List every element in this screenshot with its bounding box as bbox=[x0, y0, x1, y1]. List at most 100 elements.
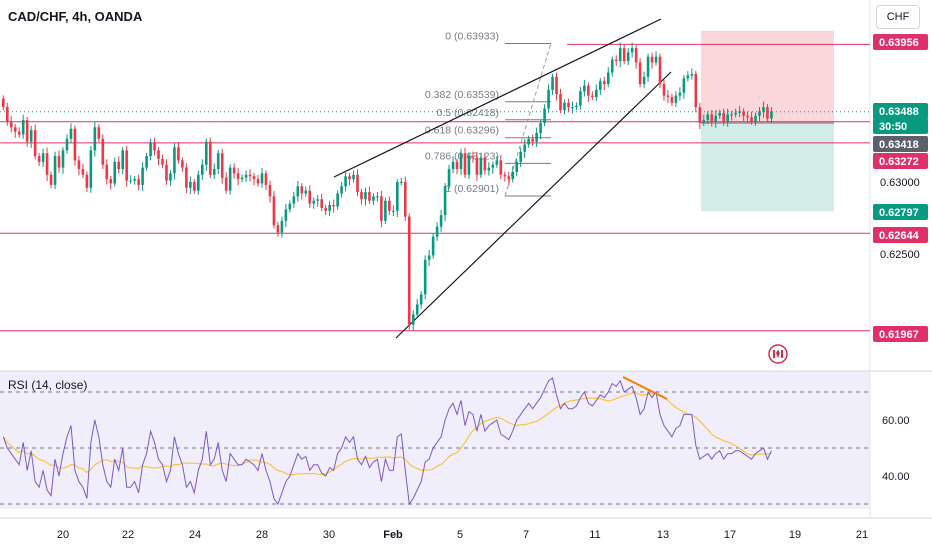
candle-body bbox=[583, 85, 586, 92]
candle-body bbox=[284, 209, 288, 221]
candle-body bbox=[276, 225, 280, 233]
candle bbox=[93, 121, 97, 157]
candle-body bbox=[407, 216, 411, 325]
candle-body bbox=[694, 74, 698, 108]
candle-body bbox=[750, 117, 753, 122]
candle bbox=[738, 105, 741, 118]
candle-body bbox=[149, 143, 152, 157]
candle-body bbox=[463, 153, 467, 175]
candle-body bbox=[396, 182, 399, 211]
candle bbox=[228, 164, 232, 195]
candle bbox=[280, 216, 284, 238]
currency-button[interactable]: CHF bbox=[876, 5, 920, 29]
candle-body bbox=[380, 196, 383, 221]
risk-reward-box[interactable] bbox=[701, 30, 834, 212]
candle-body bbox=[236, 173, 240, 180]
candle bbox=[559, 88, 562, 114]
time-axis-label: 21 bbox=[856, 529, 868, 541]
candle-body bbox=[706, 114, 710, 121]
horizontal-levels[interactable] bbox=[0, 43, 870, 332]
candle-body bbox=[113, 161, 117, 184]
candle bbox=[766, 103, 769, 122]
rising-wedge-lines[interactable] bbox=[333, 18, 672, 339]
candle bbox=[507, 171, 511, 186]
candle-body bbox=[212, 169, 216, 175]
candle bbox=[599, 78, 602, 96]
candle bbox=[69, 123, 73, 143]
candle bbox=[292, 192, 296, 208]
candle bbox=[618, 42, 622, 68]
candle bbox=[447, 164, 451, 190]
candle bbox=[169, 170, 172, 186]
candle bbox=[563, 99, 566, 115]
candle bbox=[551, 73, 554, 96]
candle bbox=[17, 127, 21, 138]
candle bbox=[495, 156, 499, 168]
candle-body bbox=[316, 199, 320, 201]
candle bbox=[268, 180, 272, 203]
candle bbox=[451, 156, 455, 174]
fibonacci-retracement[interactable]: 0 (0.63933)0.382 (0.63539)0.5 (0.62418)0… bbox=[425, 31, 552, 197]
price-tag: 0.63272 bbox=[873, 153, 928, 169]
candle bbox=[9, 116, 13, 133]
candle-body bbox=[228, 167, 232, 191]
candle-body bbox=[65, 138, 69, 151]
candle-body bbox=[479, 157, 483, 175]
candle bbox=[41, 148, 45, 168]
candle-body bbox=[618, 48, 622, 62]
candle-body bbox=[204, 141, 208, 165]
candle-body bbox=[320, 199, 323, 208]
time-axis-label: 20 bbox=[57, 529, 69, 541]
candle-body bbox=[232, 167, 236, 174]
candle bbox=[654, 51, 658, 66]
price-tags: 0.63956 0.63488 30:50 0.63418 0.63272 0.62797… bbox=[873, 34, 928, 342]
candle bbox=[646, 53, 650, 83]
candle bbox=[396, 178, 399, 217]
price-tag-bg bbox=[873, 204, 928, 220]
candle-body bbox=[579, 91, 582, 106]
candle-body bbox=[197, 174, 200, 191]
candle bbox=[220, 148, 224, 184]
candle-body bbox=[431, 236, 435, 256]
candle-body bbox=[137, 179, 140, 185]
time-axis-label: 7 bbox=[523, 529, 529, 541]
candle bbox=[113, 157, 117, 187]
candle bbox=[702, 114, 706, 127]
candle bbox=[45, 147, 49, 181]
candle bbox=[690, 68, 694, 80]
candle bbox=[634, 44, 638, 69]
price-tag-bg bbox=[873, 34, 928, 50]
candle bbox=[204, 138, 208, 171]
candle bbox=[666, 90, 670, 104]
candle bbox=[368, 186, 371, 204]
time-axis-label: 11 bbox=[589, 529, 600, 541]
candle bbox=[81, 163, 85, 178]
candle bbox=[125, 146, 128, 187]
candle bbox=[21, 114, 25, 139]
candle bbox=[129, 175, 132, 184]
candle bbox=[475, 152, 479, 181]
candle bbox=[642, 71, 646, 89]
candle bbox=[157, 147, 160, 166]
candle-body bbox=[662, 84, 666, 96]
candle-body bbox=[400, 182, 403, 183]
rsi-ma-line bbox=[2, 392, 772, 476]
candle-body bbox=[165, 164, 168, 181]
candle bbox=[503, 171, 507, 182]
candle-body bbox=[356, 174, 359, 193]
rsi-guides bbox=[0, 391, 870, 505]
candle-body bbox=[364, 192, 367, 200]
candle-body bbox=[117, 161, 121, 170]
candle bbox=[427, 249, 431, 266]
candle-body bbox=[495, 160, 499, 165]
candle-body bbox=[37, 156, 41, 162]
time-axis-label: 28 bbox=[256, 529, 268, 541]
price-tag-label: 0.63418 bbox=[879, 139, 919, 151]
candle bbox=[698, 102, 702, 130]
candle bbox=[240, 174, 244, 183]
candle bbox=[181, 157, 184, 172]
canada-flag-icon[interactable] bbox=[768, 344, 788, 364]
candle bbox=[694, 70, 698, 113]
